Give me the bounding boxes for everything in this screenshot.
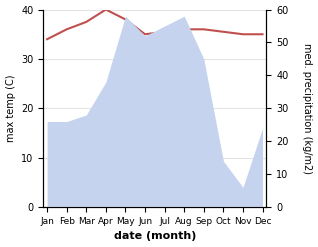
Y-axis label: max temp (C): max temp (C) [5,75,16,142]
X-axis label: date (month): date (month) [114,231,196,242]
Y-axis label: med. precipitation (kg/m2): med. precipitation (kg/m2) [302,43,313,174]
